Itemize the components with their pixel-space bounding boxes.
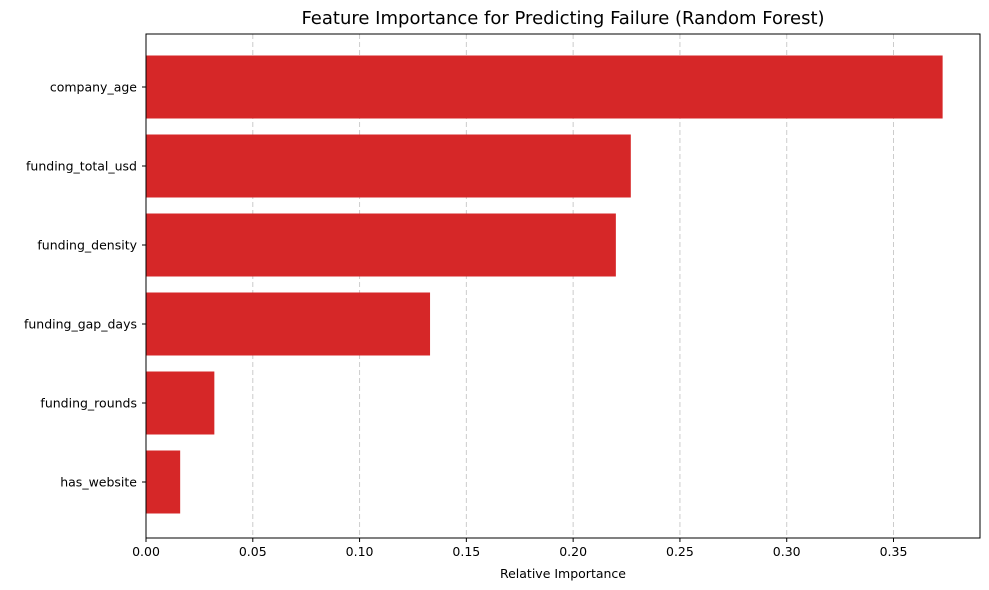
- x-tick-label: 0.15: [452, 544, 480, 559]
- y-tick-label: funding_gap_days: [24, 317, 137, 332]
- bar-funding-total-usd: [146, 134, 631, 198]
- x-tick-label: 0.20: [559, 544, 587, 559]
- chart-title: Feature Importance for Predicting Failur…: [301, 8, 824, 29]
- bars: [146, 55, 943, 514]
- plot-frame: [145, 33, 981, 539]
- x-tick-label: 0.10: [346, 544, 374, 559]
- bar-company-age: [146, 55, 943, 119]
- x-tick-label: 0.00: [132, 544, 160, 559]
- bar-funding-rounds: [146, 371, 215, 435]
- y-tick-label: funding_rounds: [40, 396, 137, 411]
- y-tick-label: funding_density: [37, 238, 137, 253]
- y-tick-label: funding_total_usd: [26, 159, 137, 174]
- x-axis-ticks: 0.00 0.05 0.10 0.15 0.20 0.25 0.30 0.35: [132, 538, 907, 559]
- bar-has-website: [146, 450, 181, 514]
- bar-funding-gap-days: [146, 292, 431, 356]
- y-tick-label: has_website: [60, 475, 137, 490]
- y-tick-label: company_age: [50, 80, 137, 95]
- y-axis-ticks: company_age funding_total_usd funding_dens…: [24, 80, 146, 490]
- bar-funding-density: [146, 213, 616, 277]
- x-tick-label: 0.05: [239, 544, 267, 559]
- x-axis-label: Relative Importance: [500, 566, 626, 581]
- x-tick-label: 0.35: [880, 544, 908, 559]
- x-tick-label: 0.25: [666, 544, 694, 559]
- x-tick-label: 0.30: [773, 544, 801, 559]
